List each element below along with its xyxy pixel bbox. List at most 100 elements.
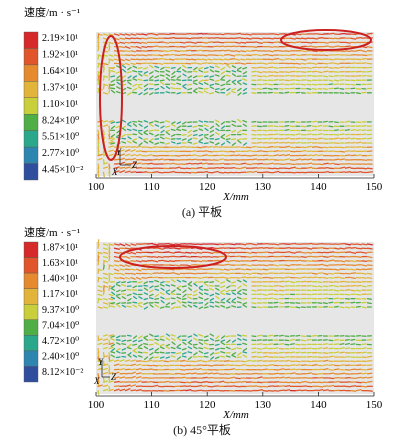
velocity-vector [361, 376, 368, 379]
velocity-vector [245, 389, 252, 392]
velocity-vector [175, 352, 182, 355]
velocity-vector [154, 142, 160, 145]
velocity-vector [170, 82, 176, 86]
velocity-vector [97, 33, 100, 39]
velocity-vector [361, 272, 367, 275]
velocity-vector [212, 166, 219, 169]
velocity-vector [333, 62, 340, 65]
velocity-vector [132, 292, 138, 296]
velocity-vector [102, 247, 109, 250]
velocity-vector [300, 385, 307, 388]
velocity-vector [108, 71, 111, 77]
velocity-vector [188, 287, 193, 291]
velocity-vector [355, 92, 361, 95]
x-tick-label: 100 [88, 181, 105, 193]
velocity-vector [295, 66, 301, 69]
velocity-vector [108, 163, 111, 170]
velocity-vector [245, 247, 252, 250]
x-tick-label: 110 [144, 181, 161, 193]
velocity-vector [113, 363, 120, 367]
velocity-vector [225, 138, 231, 141]
velocity-vector [159, 346, 165, 350]
velocity-vector [214, 138, 220, 141]
velocity-vector [170, 128, 176, 132]
velocity-vector [132, 70, 138, 73]
velocity-vector [256, 71, 263, 74]
velocity-vector [306, 247, 313, 250]
velocity-vector [165, 289, 171, 293]
legend-label: 2.77×10⁰ [42, 148, 79, 159]
velocity-vector [148, 83, 154, 86]
velocity-vector [193, 346, 198, 350]
velocity-vector [226, 87, 231, 92]
velocity-vector [226, 64, 231, 69]
velocity-vector [322, 255, 329, 258]
velocity-vector [237, 81, 242, 86]
velocity-vector [115, 125, 121, 129]
velocity-vector [102, 285, 105, 291]
legend-swatch [23, 257, 39, 274]
velocity-vector [113, 58, 120, 61]
velocity-vector [209, 297, 215, 302]
velocity-vector [209, 129, 215, 133]
velocity-vector [236, 334, 242, 337]
velocity-vector [97, 37, 100, 44]
velocity-vector [214, 87, 220, 91]
velocity-vector [289, 343, 295, 346]
velocity-vector [366, 302, 372, 305]
x-tick-label: 120 [199, 399, 216, 411]
velocity-vector [256, 334, 263, 337]
velocity-vector [170, 123, 176, 127]
velocity-vector [192, 137, 198, 140]
velocity-vector [256, 141, 263, 144]
velocity-vector [113, 276, 120, 280]
velocity-vector [203, 346, 209, 350]
velocity-vector [110, 305, 116, 308]
velocity-chart-b: 速度/m · s⁻¹ 1.87×10¹ 1.63×10¹ 1.40×10¹ 1.17×… [23, 225, 383, 421]
velocity-vector [102, 281, 109, 284]
velocity-vector [138, 339, 143, 343]
velocity-vector [339, 150, 346, 153]
velocity-vector [152, 364, 159, 367]
velocity-vector [366, 171, 373, 174]
velocity-vector [174, 272, 181, 275]
velocity-vector [251, 45, 258, 49]
velocity-vector [229, 368, 236, 371]
velocity-vector [159, 356, 165, 359]
velocity-vector [137, 83, 143, 86]
velocity-vector [278, 289, 285, 292]
velocity-vector [97, 163, 100, 169]
velocity-vector [108, 273, 111, 279]
velocity-vector [355, 356, 362, 359]
velocity-vector [174, 264, 181, 267]
velocity-vector [245, 272, 252, 275]
velocity-vector [241, 78, 248, 81]
x-tick-label: 130 [255, 399, 272, 411]
velocity-vector [215, 347, 220, 351]
velocity-vector [214, 305, 220, 308]
legend-label: 1.87×10¹ [42, 243, 78, 254]
velocity-vector [110, 287, 116, 291]
velocity-vector [171, 341, 176, 346]
velocity-vector [160, 85, 165, 90]
legend-swatch [23, 350, 39, 367]
velocity-vector [113, 260, 120, 263]
velocity-vector [97, 289, 103, 293]
velocity-vector [187, 341, 193, 346]
velocity-vector [168, 58, 175, 61]
velocity-vector [278, 376, 285, 379]
velocity-vector [179, 373, 186, 376]
velocity-vector [132, 138, 138, 142]
velocity-vector [185, 162, 192, 165]
velocity-vector [229, 243, 236, 246]
velocity-vector [322, 302, 328, 305]
velocity-vector [108, 388, 114, 392]
velocity-vector [251, 243, 258, 246]
velocity-vector [146, 368, 153, 371]
velocity-vector [163, 389, 170, 392]
velocity-vector [124, 359, 131, 362]
velocity-vector [273, 297, 279, 300]
velocity-vector [154, 75, 160, 79]
velocity-vector [171, 71, 176, 75]
velocity-vector [108, 339, 111, 345]
